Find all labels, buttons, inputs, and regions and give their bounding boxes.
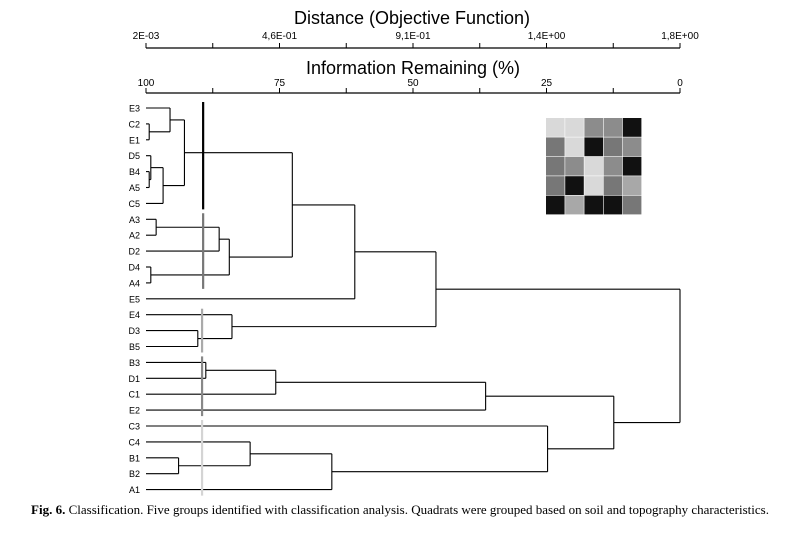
caption-text: Classification. Five groups identified w… xyxy=(65,502,769,517)
legend-cell xyxy=(565,118,584,137)
leaf-label: E5 xyxy=(129,294,140,304)
info-axis-tick-label: 0 xyxy=(677,78,683,89)
info-axis-tick-label: 75 xyxy=(274,78,286,89)
dendrogram-tree xyxy=(146,107,681,491)
legend-cell xyxy=(603,176,623,195)
leaf-label: B1 xyxy=(129,453,140,463)
legend-cell xyxy=(622,195,642,215)
legend-cell xyxy=(584,118,603,137)
legend-cell xyxy=(546,118,565,137)
info-axis-tick-label: 100 xyxy=(138,78,155,89)
legend-cell xyxy=(584,156,603,176)
legend-cell xyxy=(622,118,642,137)
group-markers xyxy=(200,102,205,496)
top-axis-tick-label: 4,6E-01 xyxy=(262,31,297,42)
figure-caption: Fig. 6. Classification. Five groups iden… xyxy=(10,501,790,518)
top-axis-tick-label: 9,1E-01 xyxy=(395,31,430,42)
leaf-label: A2 xyxy=(129,231,140,241)
legend-cell xyxy=(622,156,642,176)
legend-cell xyxy=(622,137,642,157)
legend-cell xyxy=(584,195,603,215)
leaf-label: D3 xyxy=(128,326,140,336)
legend-cell xyxy=(546,156,565,176)
leaf-label: C1 xyxy=(128,390,140,400)
leaf-label: E3 xyxy=(129,104,140,114)
info-axis-tick-label: 25 xyxy=(541,78,553,89)
legend-cell xyxy=(603,195,623,215)
leaf-label: B4 xyxy=(129,167,140,177)
legend-cell xyxy=(603,137,623,157)
top-axis-tick-label: 1,8E+00 xyxy=(661,31,699,42)
top-axis-tick-label: 1,4E+00 xyxy=(528,31,566,42)
leaf-label: E4 xyxy=(129,310,140,320)
leaf-label: E2 xyxy=(129,406,140,416)
legend-cell xyxy=(622,176,642,195)
leaf-label: A5 xyxy=(129,183,140,193)
leaf-label: A3 xyxy=(129,215,140,225)
caption-lead: Fig. 6. xyxy=(31,502,66,517)
info-axis-title: Information Remaining (%) xyxy=(306,58,520,78)
leaf-label: C4 xyxy=(128,437,140,447)
leaf-label: B5 xyxy=(129,342,140,352)
axes: Distance (Objective Function) 2E-03 4,6E-0… xyxy=(133,8,699,94)
legend-cell xyxy=(603,118,623,137)
leaf-label: C5 xyxy=(128,199,140,209)
leaf-label: C2 xyxy=(128,119,140,129)
info-axis-tick-label: 50 xyxy=(407,78,419,89)
leaf-label: B2 xyxy=(129,469,140,479)
leaf-label: A1 xyxy=(129,485,140,495)
leaf-label: B3 xyxy=(129,358,140,368)
legend-cell xyxy=(565,156,584,176)
legend-cell xyxy=(603,156,623,176)
legend-cell xyxy=(546,195,565,215)
legend-cell xyxy=(565,176,584,195)
leaf-label: E1 xyxy=(129,135,140,145)
legend-cell xyxy=(546,176,565,195)
legend-cell xyxy=(584,176,603,195)
legend-cell xyxy=(546,137,565,157)
legend-cell xyxy=(565,137,584,157)
legend-cell xyxy=(565,195,584,215)
leaf-label: D4 xyxy=(128,263,140,273)
leaf-label: D2 xyxy=(128,247,140,257)
top-axis-title: Distance (Objective Function) xyxy=(294,8,530,28)
shade-grid-legend xyxy=(546,118,642,215)
leaf-label: A4 xyxy=(129,278,140,288)
leaf-label: D5 xyxy=(128,151,140,161)
leaf-labels: E3 C2 E1 D5 B4 A5 C5 A3 A2 D2 D4 A4 E5 E4 D3 B5 B3 D1 C1 E2… xyxy=(128,104,140,496)
top-axis-tick-label: 2E-03 xyxy=(133,31,160,42)
legend-cell xyxy=(584,137,603,157)
leaf-label: D1 xyxy=(128,374,140,384)
leaf-label: C3 xyxy=(128,422,140,432)
